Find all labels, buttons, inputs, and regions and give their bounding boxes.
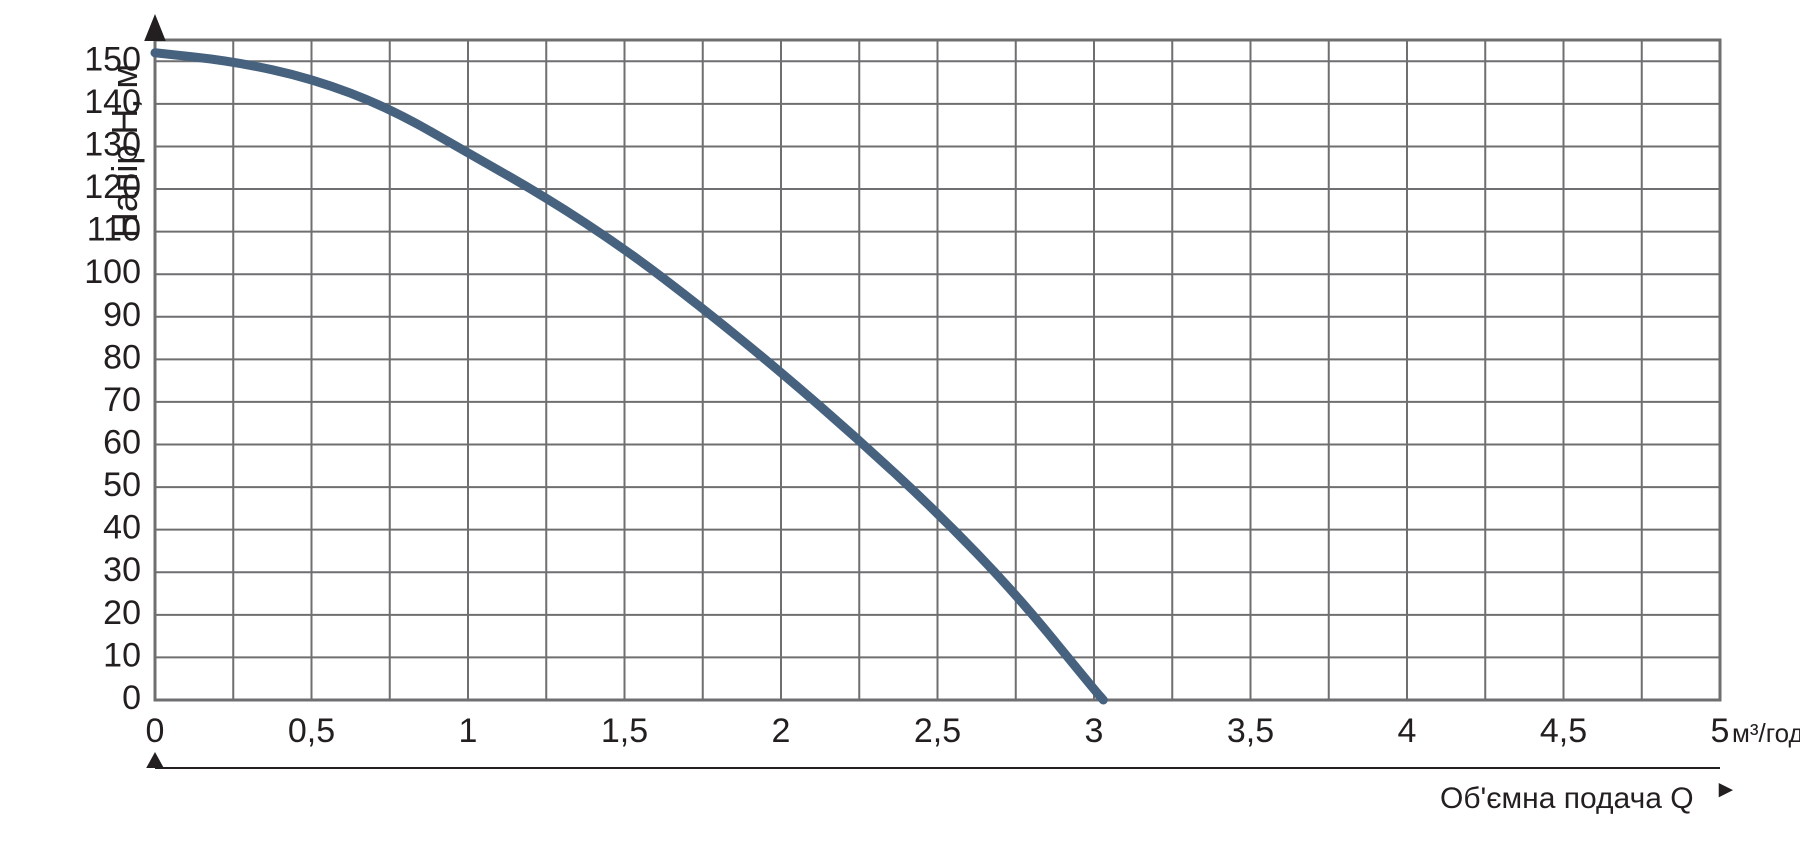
x-tick-label: 3,5 — [1227, 712, 1274, 750]
x-tick-label: 1 — [459, 712, 478, 750]
x-tick-label: 4 — [1398, 712, 1417, 750]
y-tick-label: 60 — [103, 424, 141, 462]
chart-bg — [0, 0, 1800, 857]
x-tick-label: 3 — [1085, 712, 1104, 750]
y-tick-label: 0 — [122, 679, 141, 717]
grid — [155, 40, 1720, 700]
y-tick-label: 30 — [103, 551, 141, 589]
y-tick-label: 100 — [84, 253, 141, 291]
x-axis-unit-label: м³/год — [1732, 718, 1800, 749]
pump-curve-chart: 010203040506070809010011012013014015000,… — [0, 0, 1800, 857]
y-tick-label: 80 — [103, 338, 141, 376]
y-tick-label: 50 — [103, 466, 141, 504]
y-tick-label: 10 — [103, 636, 141, 674]
y-tick-label: 70 — [103, 381, 141, 419]
x-tick-label: 2 — [772, 712, 791, 750]
y-axis-title: Напір H, м — [104, 51, 146, 251]
x-tick-label: 0 — [146, 712, 165, 750]
x-tick-label: 4,5 — [1540, 712, 1587, 750]
x-tick-label: 0,5 — [288, 712, 335, 750]
x-axis-title: Об'ємна подача Q — [1440, 782, 1694, 816]
y-tick-label: 90 — [103, 296, 141, 334]
x-tick-label: 5 — [1711, 712, 1730, 750]
x-tick-label: 2,5 — [914, 712, 961, 750]
chart-svg: 010203040506070809010011012013014015000,… — [0, 0, 1800, 857]
y-tick-label: 20 — [103, 594, 141, 632]
arrow-right-icon: ► — [1714, 776, 1738, 804]
x-tick-label: 1,5 — [601, 712, 648, 750]
y-tick-label: 40 — [103, 509, 141, 547]
